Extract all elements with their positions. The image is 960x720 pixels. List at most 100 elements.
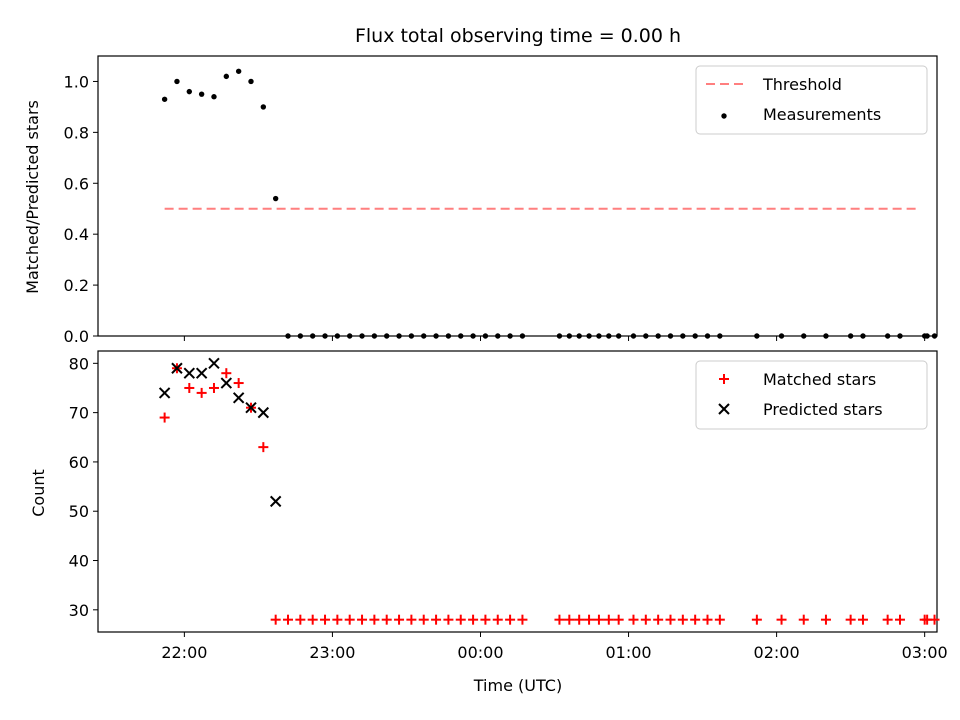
predicted-point — [232, 392, 245, 404]
chart-title: Flux total observing time = 0.00 h — [355, 25, 681, 47]
predicted-point — [208, 357, 220, 370]
y-tick-label: 30 — [69, 601, 89, 620]
y-tick-label: 1.0 — [64, 72, 89, 91]
legend-box — [695, 360, 928, 430]
matched-point — [332, 614, 343, 625]
measurement-point — [248, 78, 254, 85]
measurement-point — [692, 333, 698, 339]
measurement-point — [198, 91, 205, 97]
measurement-point — [519, 333, 526, 339]
measurement-point — [433, 333, 439, 339]
legend-entry: Matched stars — [719, 370, 876, 389]
measurement-point — [884, 333, 891, 339]
matched-point — [845, 614, 856, 625]
measurement-point — [556, 333, 563, 339]
matched-point — [628, 614, 639, 625]
x-tick-label: 23:00 — [309, 643, 355, 662]
measurement-point — [272, 195, 279, 202]
matched-point — [929, 614, 940, 625]
matched-point — [574, 614, 585, 625]
matched-point — [564, 614, 575, 625]
measurement-point — [778, 333, 785, 339]
series-measurements — [161, 68, 938, 339]
measurement-point — [408, 333, 415, 339]
matched-point — [431, 614, 442, 625]
measurement-point — [507, 333, 513, 339]
matched-point — [283, 614, 294, 625]
predicted-point — [195, 367, 208, 379]
matched-point — [492, 614, 503, 625]
matched-point — [690, 614, 701, 625]
legend-entry: Threshold — [706, 75, 842, 94]
matched-point — [468, 614, 479, 625]
measurement-point — [801, 333, 807, 339]
matched-point — [640, 614, 651, 625]
matched-point — [443, 614, 454, 625]
legend: Matched stars Predicted stars — [695, 360, 928, 430]
matched-point — [665, 614, 676, 625]
measurement-point — [161, 96, 168, 102]
y-tick-label: 60 — [69, 453, 89, 472]
matched-point — [406, 614, 417, 625]
matched-point — [258, 442, 269, 453]
measurement-point — [596, 333, 602, 339]
matched-point — [270, 614, 281, 625]
legend-box — [695, 65, 928, 135]
predicted-point — [171, 362, 183, 374]
matched-point — [196, 387, 207, 398]
legend-label: Measurements — [763, 105, 881, 124]
y-tick-label: 0.2 — [64, 276, 89, 295]
matched-point — [517, 614, 528, 625]
matched-point — [702, 614, 713, 625]
measurement-point — [260, 104, 267, 110]
matched-point — [613, 614, 624, 625]
measurement-point — [576, 333, 582, 339]
legend-label: Threshold — [762, 75, 842, 94]
measurement-point — [586, 333, 592, 339]
measurement-point — [322, 333, 328, 339]
measurement-point — [566, 333, 573, 339]
measurement-point — [309, 333, 316, 339]
matched-point — [221, 368, 232, 379]
x-tick-label: 02:00 — [754, 643, 800, 662]
matched-point — [208, 382, 219, 393]
matched-point — [593, 614, 604, 625]
y-tick-label: 0.8 — [64, 123, 89, 142]
measurement-point — [823, 333, 829, 339]
x-tick-label: 00:00 — [457, 643, 503, 662]
predicted-point — [183, 367, 196, 379]
matched-point — [357, 614, 368, 625]
measurement-point — [847, 333, 854, 339]
measurement-point — [655, 333, 661, 339]
measurement-point — [482, 333, 489, 339]
bottom-panel: 30 40 50 60 70 80 22:00 23:00 00:00 01:00 02:00 03:… — [69, 350, 948, 662]
matched-point — [369, 614, 380, 625]
measurement-point — [359, 333, 365, 339]
matched-point — [882, 614, 893, 625]
measurement-point — [334, 333, 341, 339]
measurement-point — [347, 333, 353, 339]
predicted-point — [269, 495, 282, 508]
measurement-point — [470, 333, 476, 339]
matched-point — [820, 614, 831, 625]
measurement-point — [384, 333, 390, 339]
legend-entry: Predicted stars — [718, 400, 883, 419]
matched-point — [857, 614, 868, 625]
measurement-point — [717, 333, 723, 339]
matched-point — [505, 614, 516, 625]
measurement-point — [924, 333, 930, 339]
measurement-point — [186, 88, 193, 95]
matched-point — [714, 614, 725, 625]
series-predicted-stars — [158, 357, 282, 508]
measurement-point — [174, 78, 180, 85]
measurement-point — [421, 333, 427, 339]
matched-point — [798, 614, 809, 625]
matched-point — [233, 378, 244, 389]
matched-point — [776, 614, 787, 625]
matched-point — [455, 614, 466, 625]
matched-point — [381, 614, 392, 625]
measurement-point — [211, 94, 217, 100]
y-tick-label: 40 — [69, 552, 89, 571]
legend-label: Matched stars — [763, 370, 876, 389]
